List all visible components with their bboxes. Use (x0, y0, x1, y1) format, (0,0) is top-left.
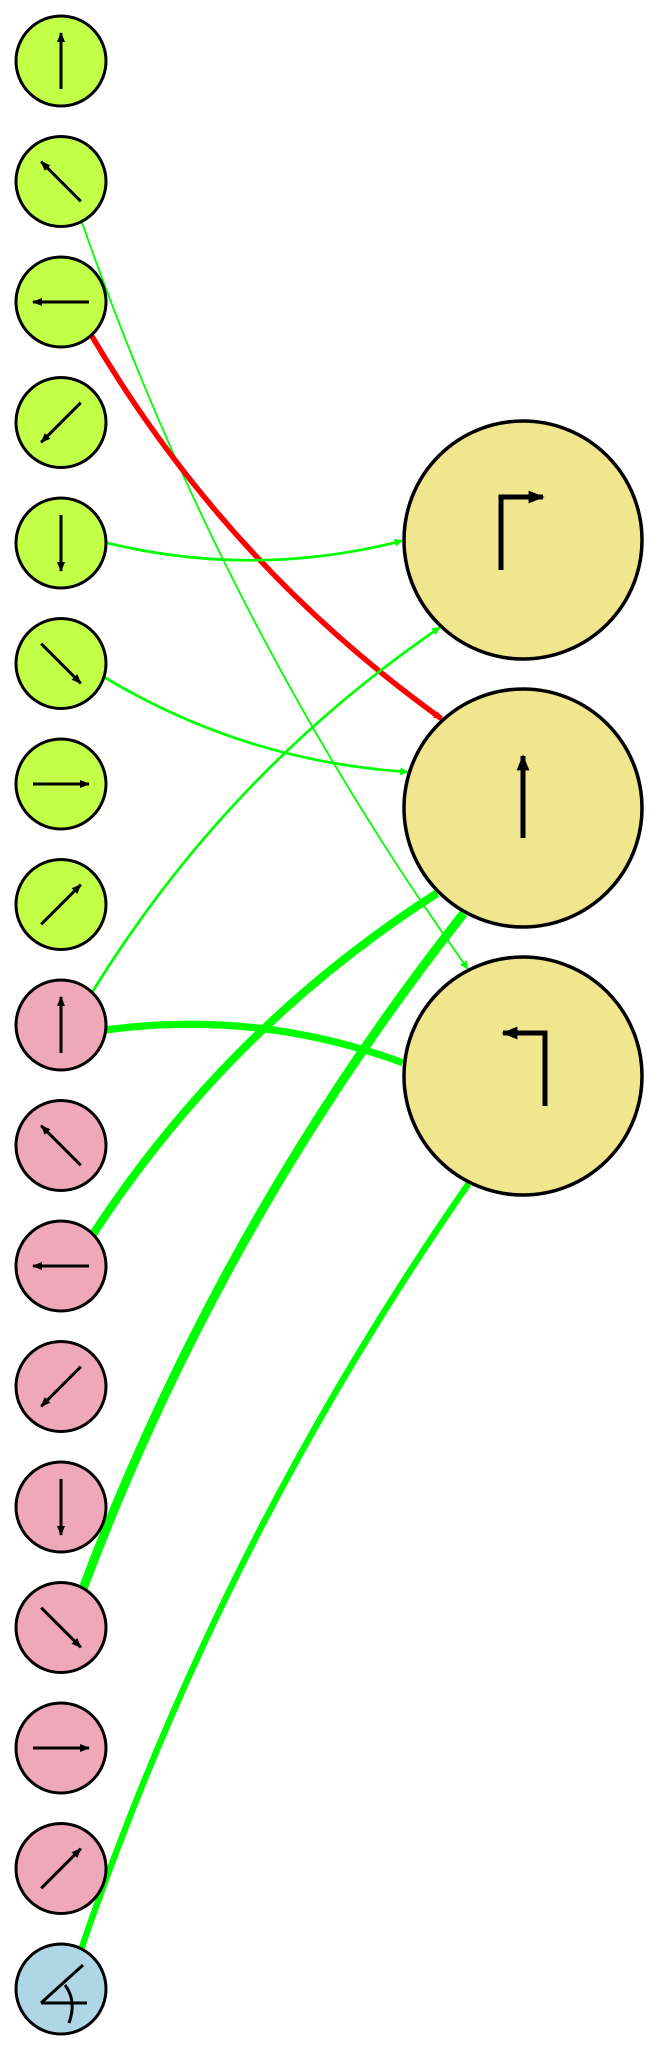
turn-right-icon (498, 490, 545, 570)
input-node-g0 (14, 14, 108, 108)
arrow-up-right-icon (40, 883, 82, 926)
input-node-g7 (14, 858, 108, 951)
input-node-p7 (14, 1822, 108, 1915)
input-node-p0 (14, 978, 108, 1072)
output-node-o1 (402, 687, 644, 929)
input-node-b0 (14, 1942, 108, 2036)
nodes-layer (14, 14, 644, 2036)
arrow-up-right-icon (40, 1847, 82, 1890)
arrow-up-left-icon (40, 160, 82, 203)
edge-g4-to-o0 (105, 538, 403, 562)
edge-p2-to-o1 (89, 889, 440, 1237)
input-node-p2 (14, 1219, 108, 1313)
input-node-g3 (14, 376, 108, 469)
output-node-o0 (402, 419, 644, 661)
input-node-g5 (14, 617, 108, 710)
edge-g1-to-o2 (80, 221, 469, 970)
input-node-p6 (14, 1701, 108, 1795)
edge-p5-to-o1 (78, 910, 468, 1590)
edge-b0-to-o2 (78, 1182, 471, 1950)
arrow-down-left-icon (40, 1365, 82, 1408)
arrow-down-right-icon (40, 642, 82, 685)
edge-g5-to-o1 (103, 675, 409, 776)
input-node-g4 (14, 496, 108, 590)
input-node-p1 (14, 1099, 108, 1192)
arrow-down-right-icon (40, 1606, 82, 1649)
input-node-p4 (14, 1460, 108, 1554)
output-node-o2 (402, 955, 644, 1197)
input-node-g6 (14, 737, 108, 831)
input-node-p3 (14, 1340, 108, 1433)
arrow-up-left-icon (40, 1124, 82, 1167)
turn-left-icon (501, 1026, 548, 1106)
input-node-g1 (14, 135, 108, 228)
input-node-p5 (14, 1581, 108, 1674)
input-node-g2 (14, 255, 108, 349)
connections-layer (78, 221, 471, 1950)
edge-g2-to-o1 (89, 333, 443, 721)
arrow-down-left-icon (40, 401, 82, 444)
angle-icon (39, 1963, 87, 2024)
edge-p0-to-o0 (90, 626, 441, 994)
